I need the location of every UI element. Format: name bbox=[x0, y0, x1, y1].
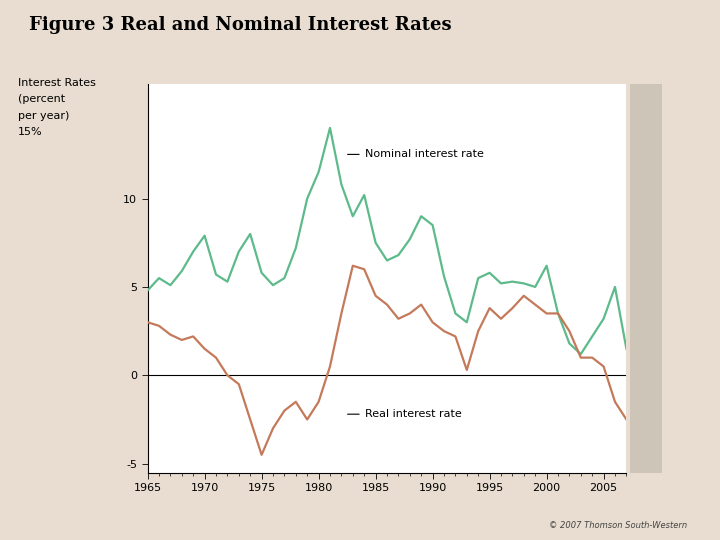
Text: Real interest rate: Real interest rate bbox=[365, 409, 462, 419]
Text: Figure 3 Real and Nominal Interest Rates: Figure 3 Real and Nominal Interest Rates bbox=[29, 16, 451, 34]
Text: per year): per year) bbox=[18, 111, 69, 121]
Text: © 2007 Thomson South-Western: © 2007 Thomson South-Western bbox=[549, 521, 688, 530]
Text: Interest Rates: Interest Rates bbox=[18, 78, 96, 89]
Text: (percent: (percent bbox=[18, 94, 65, 105]
Text: Nominal interest rate: Nominal interest rate bbox=[365, 150, 485, 159]
Text: 15%: 15% bbox=[18, 127, 42, 137]
